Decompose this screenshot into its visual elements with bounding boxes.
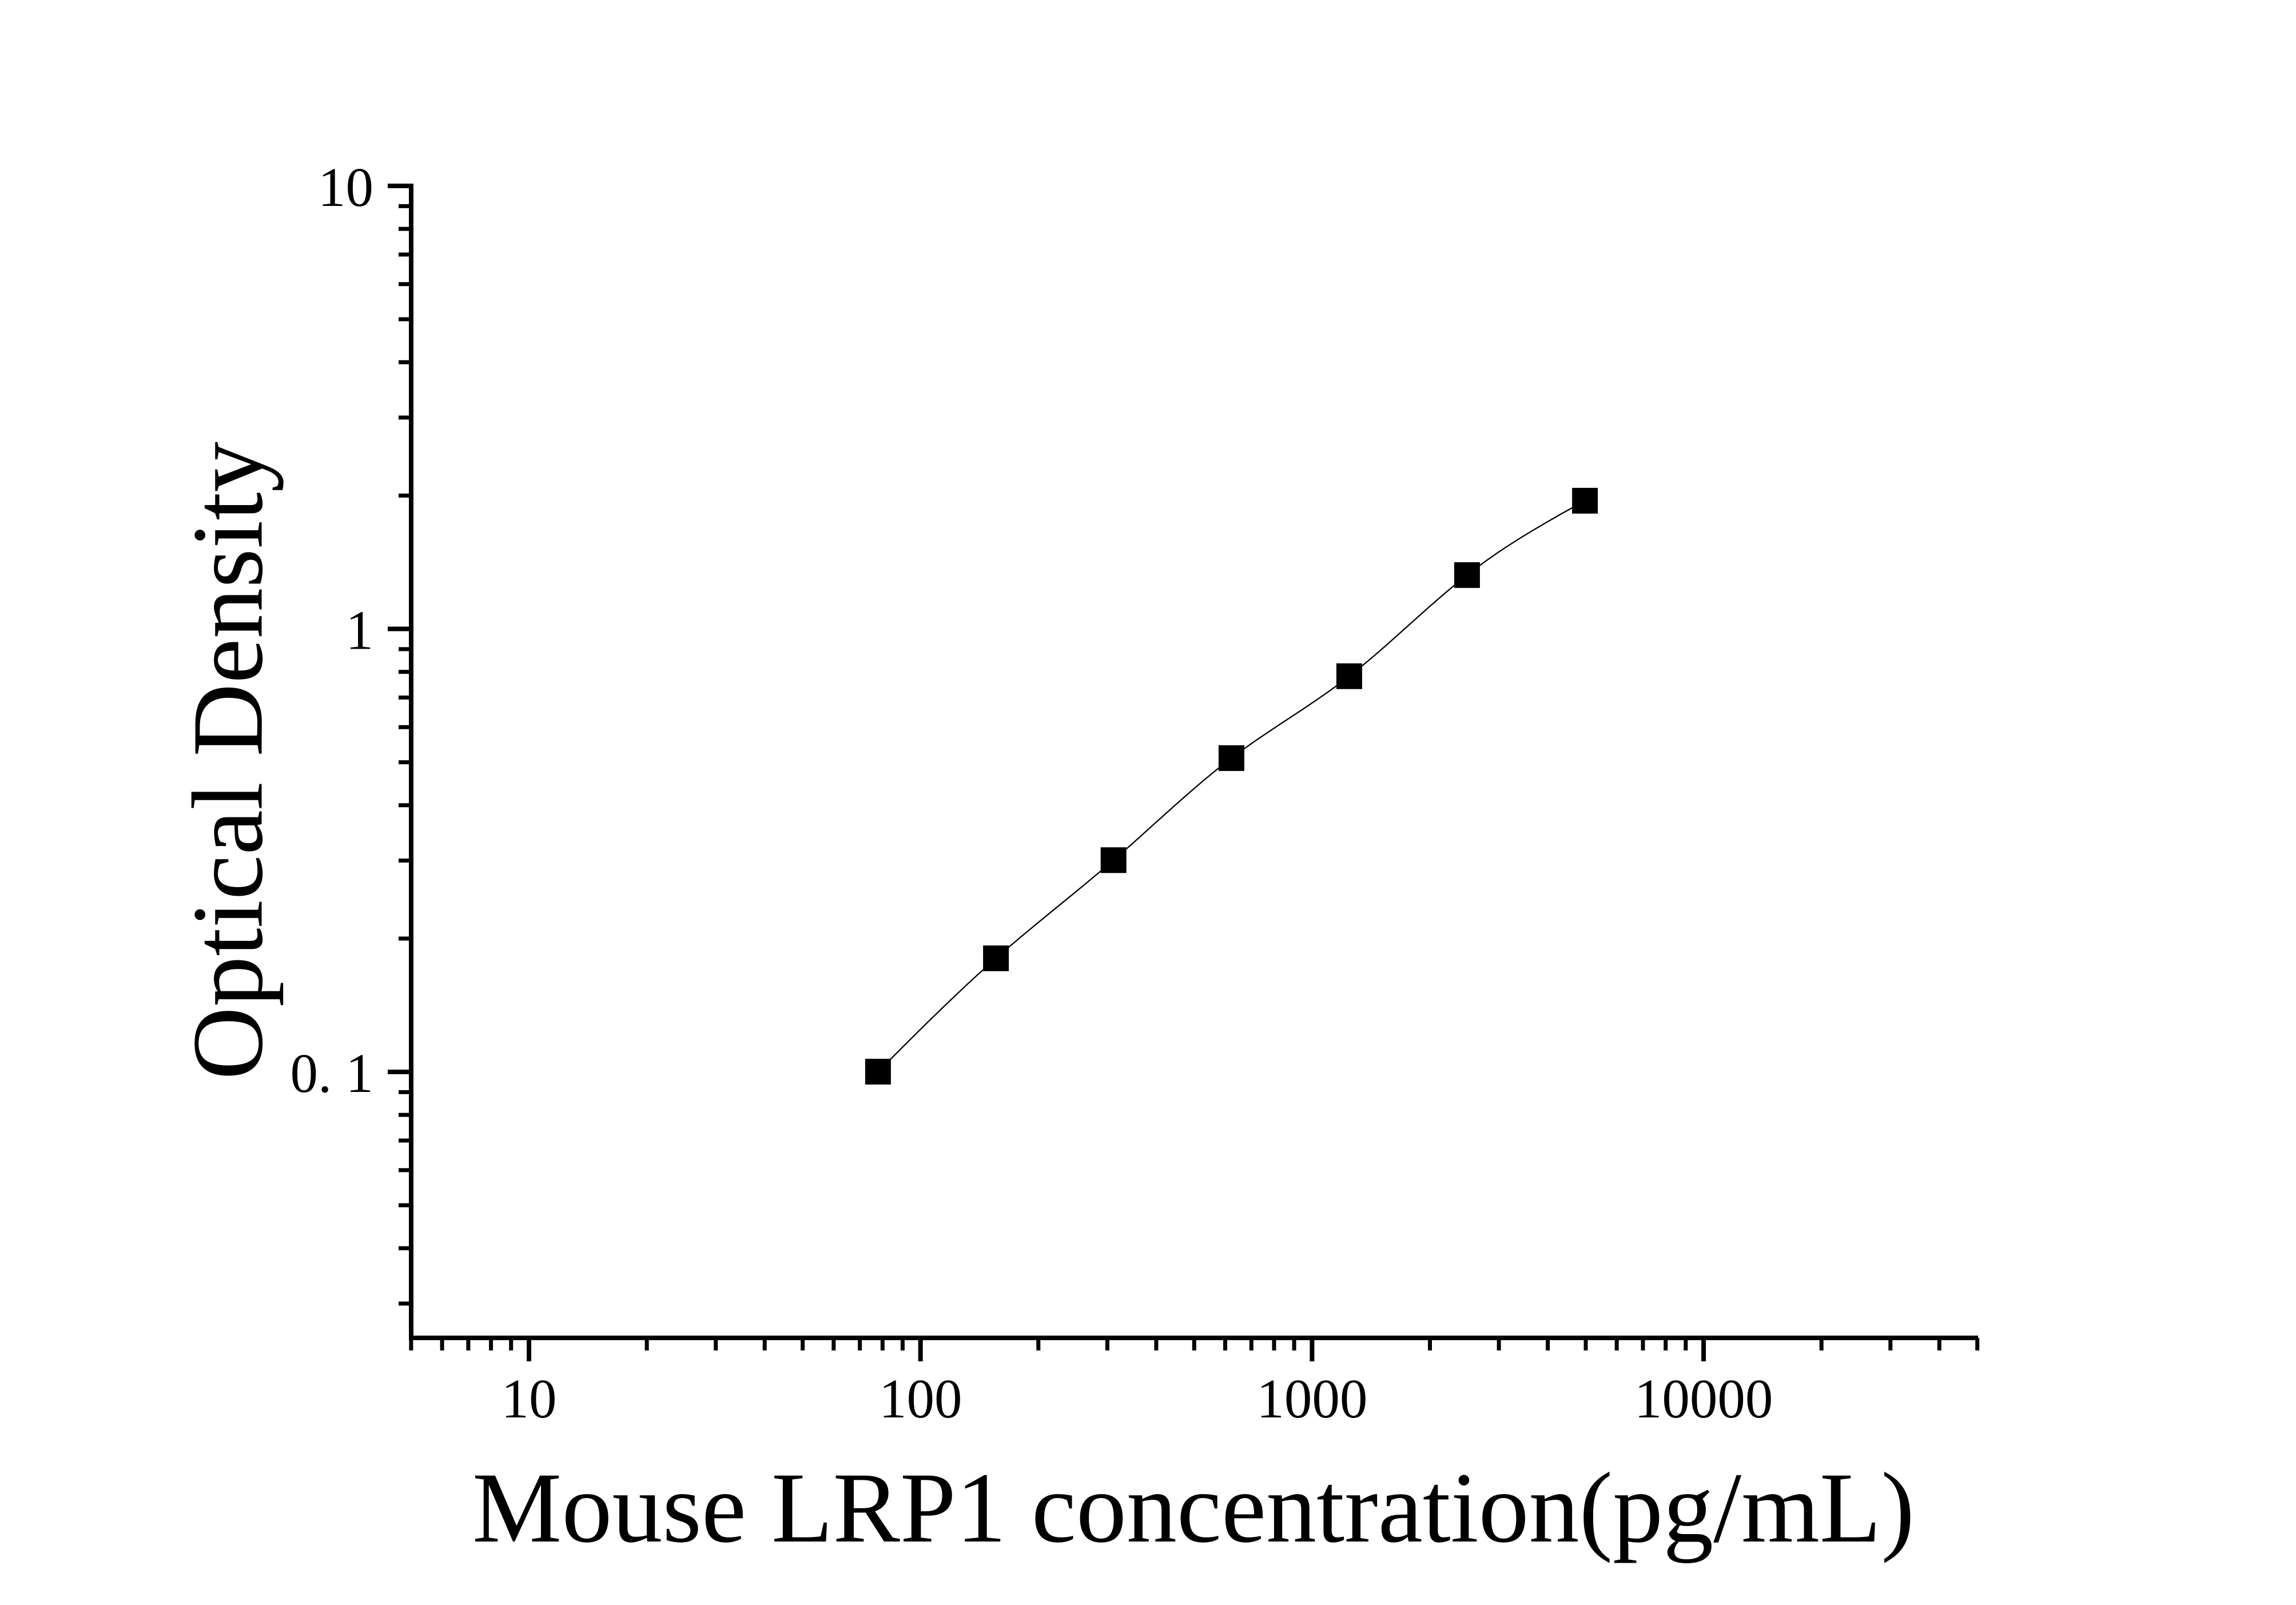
svg-text:1000: 1000 xyxy=(1256,1368,1367,1429)
svg-text:0. 1: 0. 1 xyxy=(291,1043,374,1104)
svg-text:10: 10 xyxy=(318,157,373,218)
svg-text:Mouse LRP1 concentration(pg/mL: Mouse LRP1 concentration(pg/mL) xyxy=(472,1452,1915,1564)
svg-text:Optical Density: Optical Density xyxy=(172,442,284,1080)
svg-text:100: 100 xyxy=(879,1368,962,1429)
svg-text:10000: 10000 xyxy=(1634,1368,1773,1429)
svg-text:1: 1 xyxy=(346,600,374,661)
svg-text:10: 10 xyxy=(502,1368,557,1429)
